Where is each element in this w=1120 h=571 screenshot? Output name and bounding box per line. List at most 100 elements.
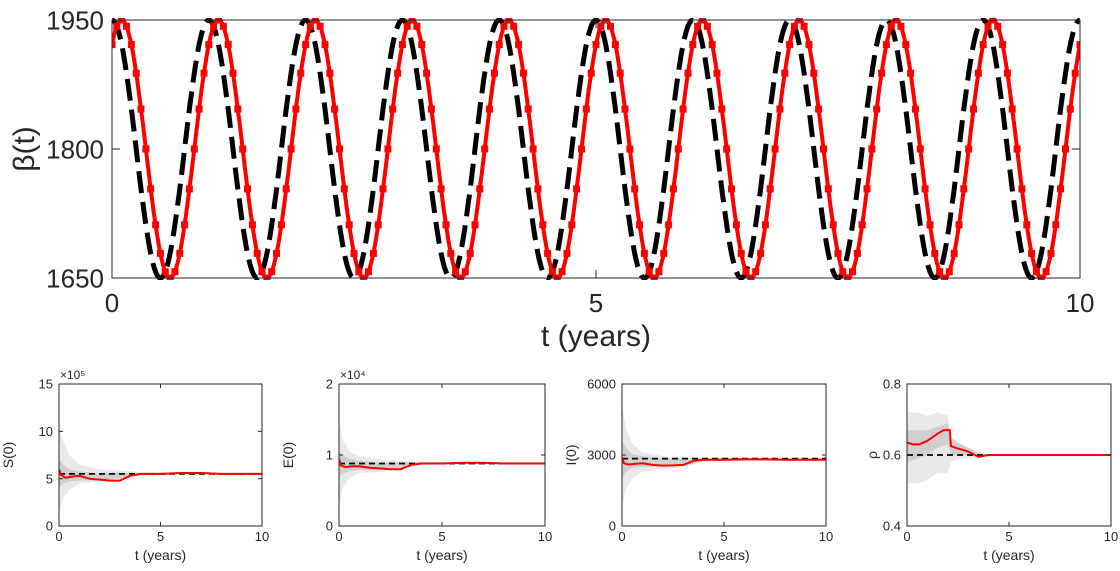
estimate-marker xyxy=(321,41,329,49)
estimate-marker xyxy=(306,22,314,30)
estimate-marker xyxy=(563,249,571,257)
estimate-marker xyxy=(752,268,760,276)
estimate-marker xyxy=(1023,221,1031,229)
chart-4: 0 5 10 0.4 0.6 0.8 t (years) ρ xyxy=(864,377,1118,563)
estimate-marker xyxy=(486,105,493,113)
x-tick-label: 5 xyxy=(438,529,445,544)
estimate-marker xyxy=(636,221,644,229)
estimate-marker xyxy=(1037,274,1045,280)
estimate-marker xyxy=(481,145,489,153)
estimate-marker xyxy=(1032,268,1040,276)
estimate-marker xyxy=(1047,249,1055,257)
estimate-marker xyxy=(408,18,416,24)
estimate-marker xyxy=(1057,185,1065,193)
estimate-marker xyxy=(660,249,668,257)
estimate-marker xyxy=(892,18,900,24)
estimate-marker xyxy=(960,185,968,193)
axes-box xyxy=(111,19,1081,279)
x-tick-label: 10 xyxy=(1066,288,1095,318)
estimate-marker xyxy=(781,69,789,77)
y-axis-label: I(0) xyxy=(563,445,579,466)
estimate-marker xyxy=(447,249,455,257)
estimate-marker xyxy=(878,69,886,77)
estimate-marker xyxy=(645,268,653,276)
estimate-marker xyxy=(602,18,610,24)
y-tick-label: 6000 xyxy=(587,377,616,392)
estimate-marker xyxy=(326,69,334,77)
estimate-marker xyxy=(176,249,184,257)
estimate-marker xyxy=(1028,249,1036,257)
estimate-marker xyxy=(181,221,189,229)
estimate-marker xyxy=(423,69,431,77)
estimate-marker xyxy=(132,69,140,77)
estimate-marker xyxy=(742,268,750,276)
x-axis-label: t (years) xyxy=(416,547,467,563)
estimate-marker xyxy=(268,268,276,276)
estimate-marker xyxy=(684,69,692,77)
estimate-marker xyxy=(471,221,479,229)
estimate-marker xyxy=(815,105,823,113)
estimate-marker xyxy=(331,105,339,113)
estimate-marker xyxy=(336,145,343,153)
estimate-marker xyxy=(694,22,702,30)
estimate-marker xyxy=(427,105,435,113)
estimate-marker xyxy=(582,105,590,113)
estimate-marker xyxy=(1042,268,1050,276)
y-tick-label: 0 xyxy=(326,519,333,534)
estimate-marker xyxy=(282,185,290,193)
estimate-marker xyxy=(127,41,135,49)
estimate-marker xyxy=(916,145,924,153)
y-tick-label: 0 xyxy=(609,519,616,534)
estimate-marker xyxy=(519,69,527,77)
estimate-marker xyxy=(529,145,537,153)
estimate-marker xyxy=(1071,69,1079,77)
ci-band-inner xyxy=(907,423,1111,463)
x-tick-label: 0 xyxy=(335,529,342,544)
estimate-marker xyxy=(548,268,556,276)
estimate-marker xyxy=(239,145,247,153)
estimate-marker xyxy=(626,145,634,153)
axes-box xyxy=(58,383,263,527)
estimate-marker xyxy=(655,268,663,276)
estimate-marker xyxy=(650,274,658,280)
estimate-marker xyxy=(379,185,387,193)
series-estimate-line xyxy=(112,18,1080,280)
estimate-marker xyxy=(728,185,735,193)
estimate-marker xyxy=(112,41,116,49)
y-tick-label: 10 xyxy=(39,424,53,439)
estimate-marker xyxy=(515,41,523,49)
series-true-line xyxy=(112,18,1080,280)
estimate-marker xyxy=(863,185,871,193)
x-tick-label: 10 xyxy=(1104,529,1118,544)
y-axis-label: S(0) xyxy=(0,442,16,468)
x-tick-label: 0 xyxy=(55,529,62,544)
estimate-marker xyxy=(607,22,614,30)
estimate-marker xyxy=(297,69,305,77)
estimate-marker xyxy=(292,105,300,113)
estimate-marker xyxy=(926,221,934,229)
x-tick-label: 5 xyxy=(157,529,164,544)
axis-multiplier: ×10⁵ xyxy=(60,368,85,382)
estimate-marker xyxy=(941,274,948,280)
y-tick-label: 2 xyxy=(326,377,333,392)
estimate-marker xyxy=(844,274,852,280)
estimate-marker xyxy=(263,274,271,280)
plot-area xyxy=(339,423,545,505)
estimate-marker xyxy=(340,185,348,193)
x-axis-label: t (years) xyxy=(541,320,651,353)
estimate-marker xyxy=(345,221,353,229)
estimate-marker xyxy=(1062,145,1069,153)
estimate-marker xyxy=(360,274,368,280)
estimate-marker xyxy=(887,22,895,30)
estimate-marker xyxy=(669,185,677,193)
estimate-marker xyxy=(413,22,421,30)
estimate-marker xyxy=(820,145,827,153)
estimate-marker xyxy=(897,22,905,30)
estimate-marker xyxy=(142,145,150,153)
estimate-marker xyxy=(544,249,552,257)
estimate-marker xyxy=(994,22,1002,30)
estimate-marker xyxy=(273,249,281,257)
estimate-marker xyxy=(761,221,769,229)
estimate-marker xyxy=(316,22,324,30)
estimate-marker xyxy=(302,41,310,49)
